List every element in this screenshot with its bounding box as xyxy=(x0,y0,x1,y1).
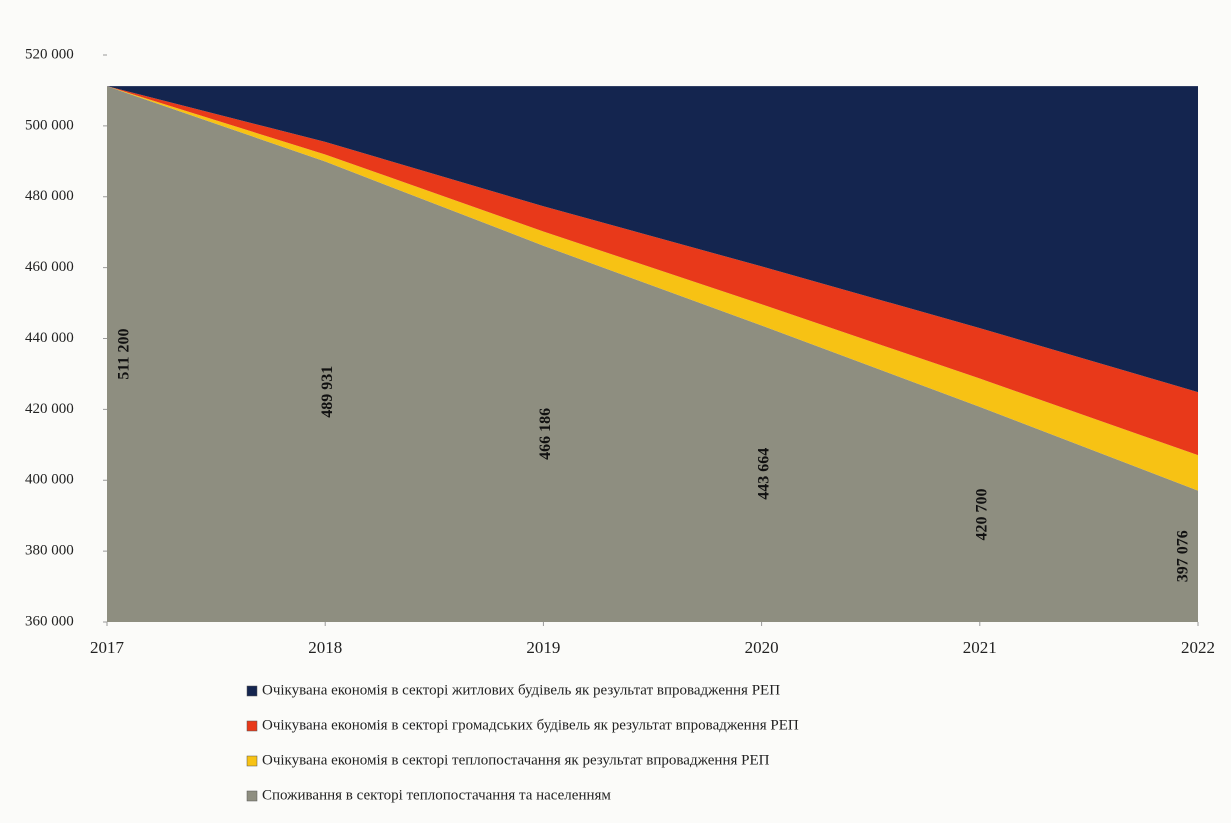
value-label: 489 931 xyxy=(319,366,336,418)
y-tick-label: 500 000 xyxy=(25,117,74,133)
x-tick-label: 2018 xyxy=(308,638,342,657)
legend-swatch xyxy=(246,720,258,732)
legend-swatch xyxy=(246,755,258,767)
y-tick-label: 400 000 xyxy=(25,472,74,488)
value-label: 443 664 xyxy=(755,448,772,500)
value-label: 420 700 xyxy=(973,488,990,540)
legend-swatch xyxy=(246,685,258,697)
area xyxy=(107,86,1198,393)
value-label: 397 076 xyxy=(1175,530,1192,582)
legend-label: Споживання в секторі теплопостачання та … xyxy=(262,787,611,803)
value-label: 511 200 xyxy=(116,329,133,380)
y-tick-label: 440 000 xyxy=(25,330,74,346)
x-tick-label: 2020 xyxy=(745,638,779,657)
x-tick-label: 2017 xyxy=(90,638,125,657)
legend-label: Очікувана економія в секторі теплопостач… xyxy=(262,752,770,768)
area xyxy=(107,86,1198,622)
legend-label: Очікувана економія в секторі громадських… xyxy=(262,717,799,733)
y-tick-label: 420 000 xyxy=(25,401,74,417)
x-tick-label: 2019 xyxy=(526,638,560,657)
x-tick-label: 2022 xyxy=(1181,638,1215,657)
y-tick-label: 520 000 xyxy=(25,46,74,62)
y-tick-label: 480 000 xyxy=(25,188,74,204)
legend-label: Очікувана економія в секторі житлових бу… xyxy=(262,682,780,698)
y-tick-label: 380 000 xyxy=(25,543,74,559)
value-label: 466 186 xyxy=(537,408,554,460)
y-tick-label: 460 000 xyxy=(25,259,74,275)
x-tick-label: 2021 xyxy=(963,638,997,657)
y-tick-label: 360 000 xyxy=(25,613,74,629)
legend-swatch xyxy=(246,790,258,802)
